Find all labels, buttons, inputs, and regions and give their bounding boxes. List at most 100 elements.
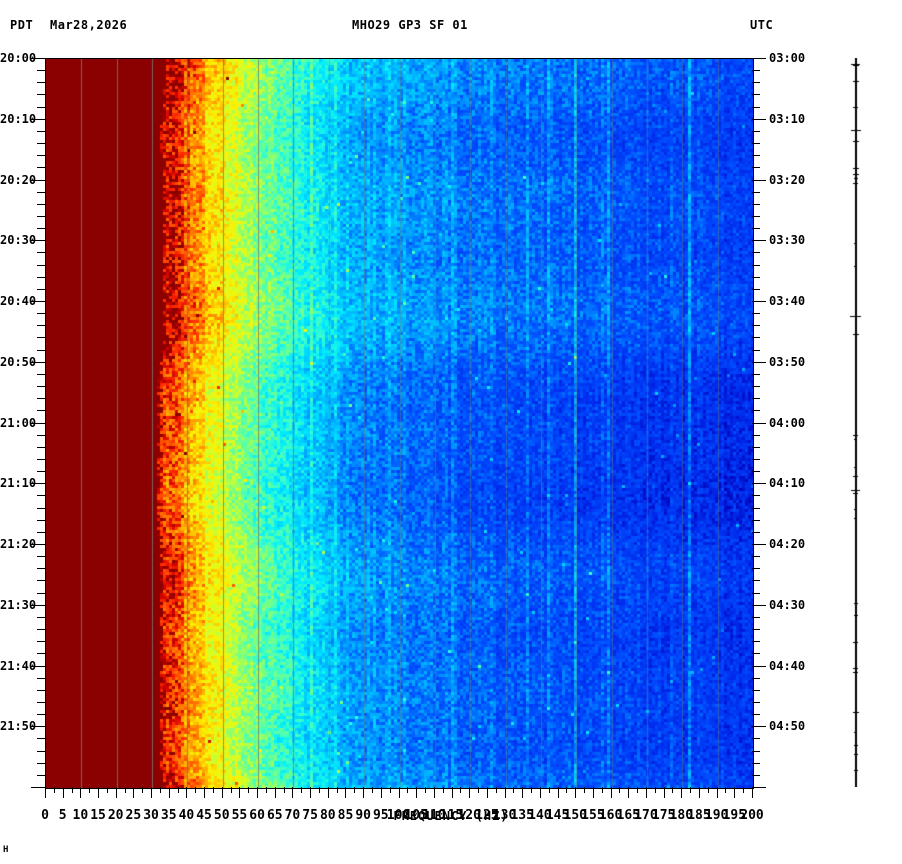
tick-minor-left (37, 447, 45, 448)
tick-minor-right (752, 678, 760, 679)
tick-major-freq (487, 787, 488, 798)
freq-tick-label: 165 (616, 808, 641, 823)
tick-minor-right (752, 532, 760, 533)
tick-minor-freq (513, 787, 514, 793)
tick-minor-left (37, 398, 45, 399)
tick-major-freq (45, 787, 46, 798)
tick-minor-right (752, 70, 760, 71)
tick-minor-freq (460, 787, 461, 793)
tick-minor-freq (655, 787, 656, 793)
tick-minor-freq (248, 787, 249, 793)
tick-minor-right (752, 751, 760, 752)
freq-tick-label: 160 (598, 808, 623, 823)
tick-major-freq (558, 787, 559, 798)
freq-tick-label: 80 (319, 808, 336, 823)
tick-minor-left (37, 738, 45, 739)
tick-major-freq (328, 787, 329, 798)
freq-tick-label: 105 (404, 808, 428, 823)
tick-minor-right (752, 155, 760, 156)
tick-minor-left (37, 252, 45, 253)
tick-major-right (752, 58, 766, 59)
freq-tick-label: 55 (231, 808, 248, 823)
tick-minor-right (752, 556, 760, 557)
tick-minor-freq (89, 787, 90, 793)
freq-tick-label: 10 (72, 808, 89, 823)
tick-major-left (31, 301, 45, 302)
tick-major-freq (222, 787, 223, 798)
time-label-utc: 04:40 (769, 658, 806, 673)
time-label-pdt: 21:10 (0, 476, 37, 491)
tick-minor-left (37, 532, 45, 533)
spectrogram-plot (45, 58, 754, 789)
tick-major-freq (292, 787, 293, 798)
tick-minor-right (752, 94, 760, 95)
tick-major-left (31, 483, 45, 484)
freq-tick-label: 60 (249, 808, 265, 823)
tick-minor-right (752, 386, 760, 387)
time-label-utc: 03:50 (769, 354, 806, 369)
tick-major-left (31, 787, 45, 788)
freq-tick-label: 135 (510, 808, 534, 823)
tick-minor-left (37, 107, 45, 108)
tick-minor-right (752, 265, 760, 266)
tick-minor-right (752, 508, 760, 509)
tick-major-right (752, 544, 766, 545)
tick-minor-right (752, 398, 760, 399)
tick-minor-freq (619, 787, 620, 793)
tick-minor-left (37, 82, 45, 83)
tick-minor-left (37, 131, 45, 132)
tick-minor-freq (142, 787, 143, 793)
tick-major-right (752, 726, 766, 727)
tick-minor-left (37, 471, 45, 472)
time-label-utc: 04:00 (769, 415, 806, 430)
freq-tick-label: 40 (178, 808, 195, 823)
tick-minor-right (752, 410, 760, 411)
tick-major-right (752, 240, 766, 241)
tick-minor-right (752, 580, 760, 581)
tick-major-freq (381, 787, 382, 798)
corner-artifact-mark: H (3, 845, 9, 855)
tick-major-freq (699, 787, 700, 798)
tick-major-left (31, 544, 45, 545)
tick-major-freq (540, 787, 541, 798)
tick-minor-freq (195, 787, 196, 793)
tick-major-freq (593, 787, 594, 798)
time-label-utc: 03:10 (769, 111, 806, 126)
tick-minor-freq (231, 787, 232, 793)
time-label-utc: 04:50 (769, 719, 806, 734)
tick-minor-freq (584, 787, 585, 793)
tick-minor-freq (354, 787, 355, 793)
tick-minor-freq (54, 787, 55, 793)
tick-minor-left (37, 216, 45, 217)
tick-minor-freq (266, 787, 267, 793)
tick-minor-freq (178, 787, 179, 793)
tick-minor-left (37, 155, 45, 156)
tick-major-left (31, 240, 45, 241)
tick-major-left (31, 362, 45, 363)
tick-major-right (752, 119, 766, 120)
tick-minor-right (752, 520, 760, 521)
tick-minor-right (752, 337, 760, 338)
tick-major-freq (257, 787, 258, 798)
tick-major-freq (681, 787, 682, 798)
time-label-pdt: 20:10 (0, 111, 37, 126)
time-label-pdt: 21:30 (0, 597, 37, 612)
tick-minor-right (752, 593, 760, 594)
tick-major-freq (80, 787, 81, 798)
freq-tick-label: 150 (563, 808, 587, 823)
tick-minor-freq (566, 787, 567, 793)
tick-minor-right (752, 617, 760, 618)
freq-tick-label: 70 (284, 808, 301, 823)
freq-tick-label: 20 (107, 808, 124, 823)
tick-major-freq (575, 787, 576, 798)
tick-minor-right (752, 228, 760, 229)
tick-minor-left (37, 629, 45, 630)
header-station-title: MHO29 GP3 SF 01 (352, 18, 468, 32)
time-label-pdt: 21:50 (0, 719, 37, 734)
freq-tick-label: 175 (651, 808, 676, 823)
tick-minor-freq (160, 787, 161, 793)
freq-tick-label: 85 (337, 808, 354, 823)
tick-minor-left (37, 228, 45, 229)
tick-minor-left (37, 495, 45, 496)
tick-minor-freq (72, 787, 73, 793)
